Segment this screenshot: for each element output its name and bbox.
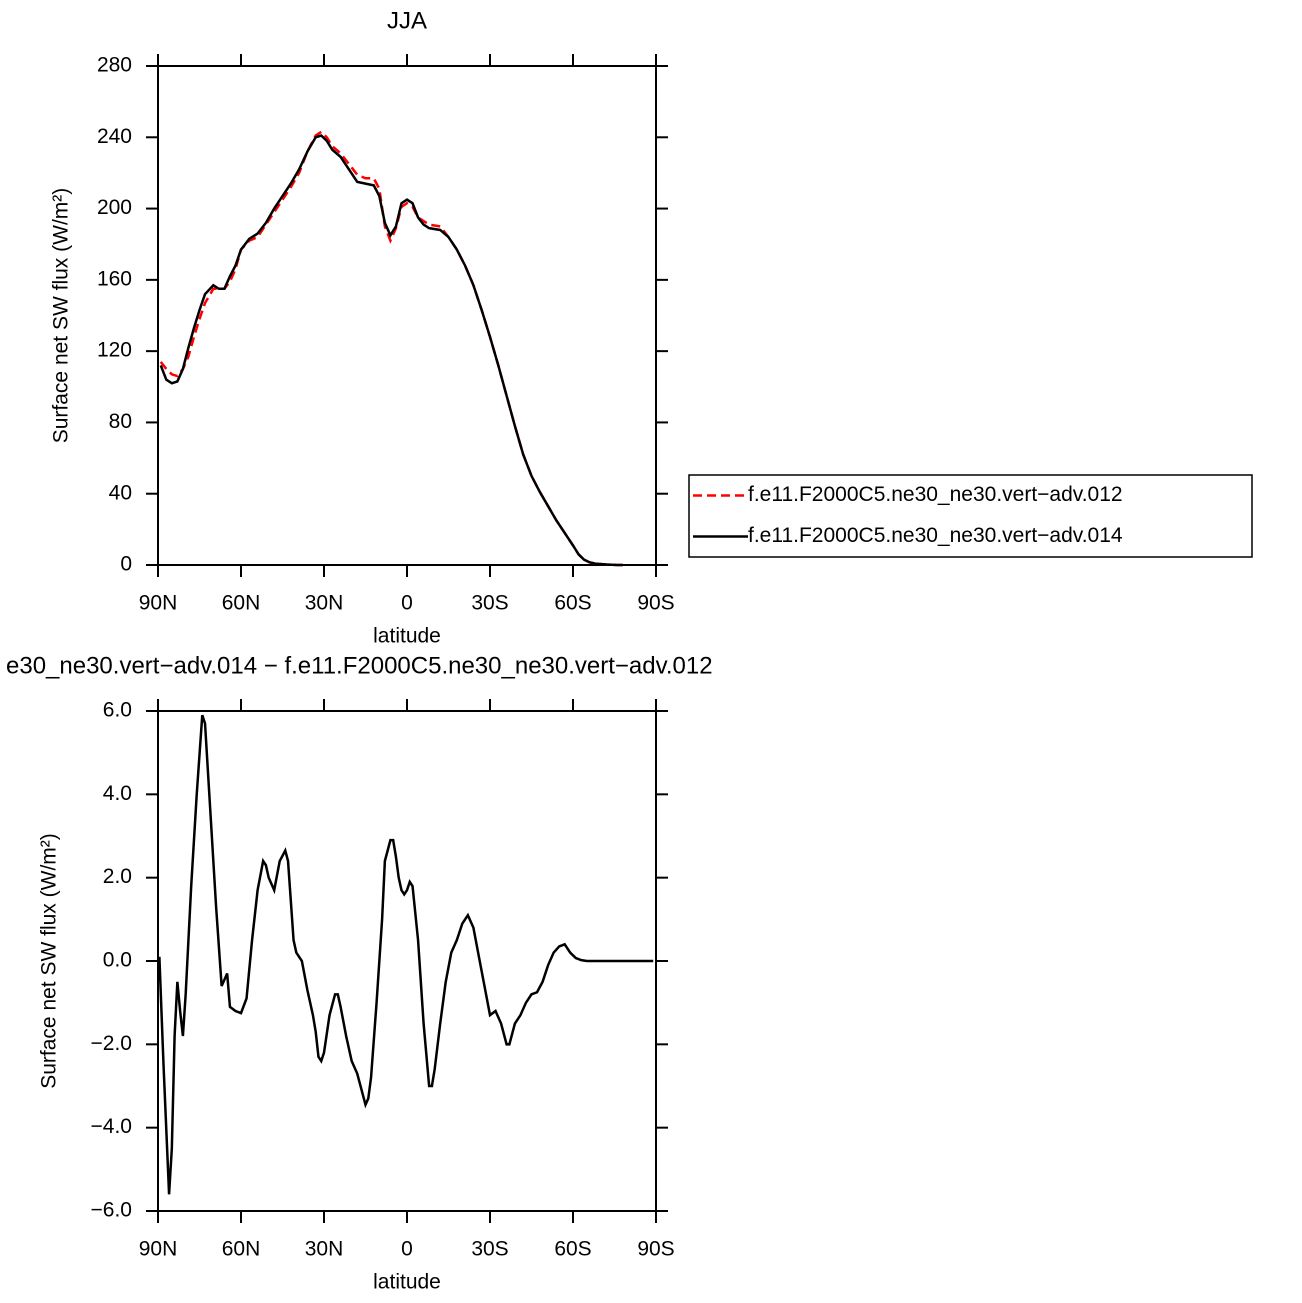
- x-tick-label: 90S: [637, 1238, 674, 1261]
- y-axis-label: Surface net SW flux (W/m²): [38, 833, 61, 1089]
- x-tick-label: 0: [401, 592, 413, 615]
- data-line: [158, 714, 654, 1195]
- x-axis-label: latitude: [373, 625, 441, 648]
- x-tick-label: 60N: [222, 1238, 261, 1261]
- y-tick-label: 80: [109, 410, 132, 433]
- y-tick-label: 4.0: [103, 782, 132, 805]
- y-tick-label: 240: [97, 125, 132, 148]
- y-tick-label: 160: [97, 267, 132, 290]
- y-tick-label: −2.0: [91, 1032, 132, 1055]
- legend-label: f.e11.F2000C5.ne30_ne30.vert−adv.012: [748, 483, 1123, 506]
- x-tick-label: 0: [401, 1238, 413, 1261]
- x-axis-label: latitude: [373, 1271, 441, 1294]
- y-tick-label: −4.0: [91, 1115, 132, 1138]
- y-tick-label: 2.0: [103, 865, 132, 888]
- plot-frame: [157, 65, 657, 566]
- data-line: [159, 134, 623, 567]
- x-tick-label: 30N: [305, 592, 344, 615]
- x-tick-label: 60S: [554, 1238, 591, 1261]
- x-tick-label: 30S: [471, 592, 508, 615]
- chart-title: e30_ne30.vert−adv.014 − f.e11.F2000C5.ne…: [6, 652, 713, 679]
- y-tick-label: 0: [120, 553, 132, 576]
- y-tick-label: 120: [97, 339, 132, 362]
- x-tick-label: 60N: [222, 592, 261, 615]
- x-tick-label: 90N: [139, 592, 178, 615]
- y-tick-label: 0.0: [103, 949, 132, 972]
- y-tick-label: −6.0: [91, 1199, 132, 1222]
- legend-label: f.e11.F2000C5.ne30_ne30.vert−adv.014: [748, 524, 1123, 547]
- y-tick-label: 6.0: [103, 699, 132, 722]
- y-tick-label: 40: [109, 481, 132, 504]
- y-tick-label: 280: [97, 54, 132, 77]
- x-tick-label: 30N: [305, 1238, 344, 1261]
- x-tick-label: 30S: [471, 1238, 508, 1261]
- x-tick-label: 60S: [554, 592, 591, 615]
- legend-box: [688, 474, 1253, 558]
- x-tick-label: 90N: [139, 1238, 178, 1261]
- y-tick-label: 200: [97, 196, 132, 219]
- y-axis-label: Surface net SW flux (W/m²): [50, 188, 73, 444]
- x-tick-label: 90S: [637, 592, 674, 615]
- chart-title: JJA: [387, 7, 427, 34]
- data-line: [159, 130, 623, 567]
